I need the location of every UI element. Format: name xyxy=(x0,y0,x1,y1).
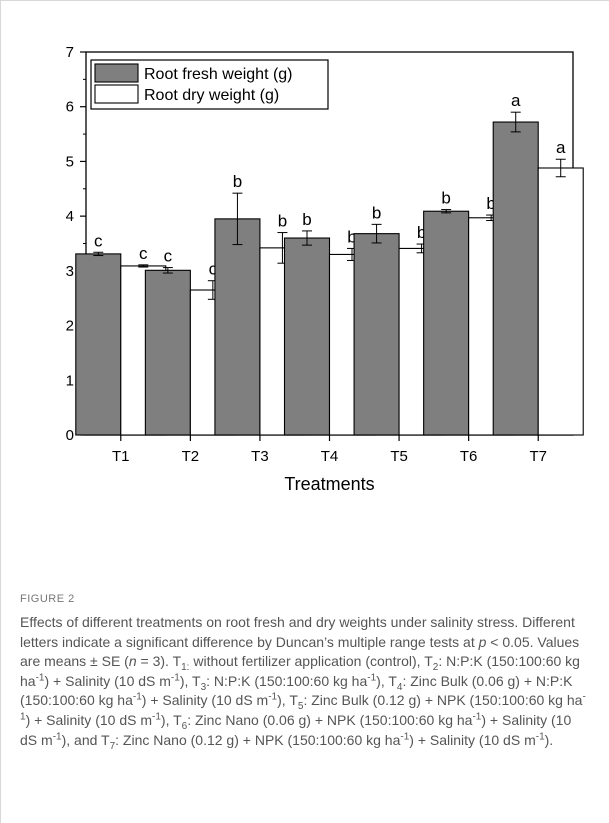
bar xyxy=(283,237,331,436)
caption-segment: -1 xyxy=(152,711,161,723)
y-tick-label: 4 xyxy=(66,208,74,225)
y-tick-label: 5 xyxy=(66,153,74,170)
caption-segment: -1 xyxy=(367,672,377,684)
caption-segment: ) + Salinity (10 dS m xyxy=(141,692,269,709)
significance-letter: b xyxy=(486,194,495,213)
y-tick-label: 3 xyxy=(66,263,74,280)
y-tick-label: 1 xyxy=(66,372,74,389)
significance-letter: a xyxy=(556,138,566,157)
caption-segment: 7 xyxy=(109,740,116,752)
caption-segment: ). xyxy=(544,731,554,748)
bar xyxy=(537,167,584,436)
caption-segment: 6 xyxy=(181,720,188,732)
caption-segment: -1 xyxy=(400,730,410,742)
caption-segment: Effects of different treatments on root … xyxy=(20,614,575,650)
significance-letter: c xyxy=(164,247,173,266)
caption-segment: n xyxy=(128,653,137,670)
caption-segment: ) + Salinity (10 dS m xyxy=(44,672,171,689)
figure-caption-text: Effects of different treatments on root … xyxy=(20,613,590,752)
caption-segment: ), T xyxy=(277,692,298,709)
x-tick-label: T3 xyxy=(251,448,269,465)
bar xyxy=(144,269,191,436)
x-tick-label: T1 xyxy=(112,448,130,465)
significance-letter: b xyxy=(347,227,356,246)
y-tick-label: 2 xyxy=(66,318,74,335)
caption-segment: ), T xyxy=(160,711,182,728)
caption-segment: : N:P:K (150:100:60 kg ha xyxy=(20,653,580,689)
x-tick-label: T4 xyxy=(321,448,339,465)
caption-segment: ) + Salinity (10 dS m xyxy=(25,711,152,728)
legend-swatch xyxy=(94,84,139,104)
significance-letter: b xyxy=(372,203,381,222)
caption-segment: < 0.05. Values are means ± SE ( xyxy=(20,633,580,670)
caption-segment: ), and T xyxy=(61,731,110,748)
significance-letter: c xyxy=(139,244,148,263)
y-tick-label: 6 xyxy=(66,99,74,116)
caption-segment: : Zinc Nano (0.06 g) + NPK (150:100:60 k… xyxy=(187,711,473,728)
significance-letter: c xyxy=(94,231,103,250)
caption-segment: without fertilizer application (control)… xyxy=(189,653,433,670)
figure-label: FIGURE 2 xyxy=(20,593,75,605)
frame-left-border xyxy=(0,0,1,823)
caption-segment: ), T xyxy=(376,672,397,689)
bar xyxy=(75,253,122,436)
significance-letter: b xyxy=(278,212,287,231)
bar xyxy=(423,210,470,436)
x-tick-label: T5 xyxy=(390,448,408,465)
significance-letter: b xyxy=(441,189,450,208)
bar xyxy=(492,121,539,436)
caption-segment: -1 xyxy=(268,691,278,703)
caption-segment: 3 xyxy=(200,681,207,693)
caption-segment: -1 xyxy=(52,730,62,742)
caption-segment: = 3). T xyxy=(136,653,182,670)
caption-segment: -1 xyxy=(535,730,545,742)
caption-segment: -1 xyxy=(35,672,45,684)
caption-segment: : N:P:K (150:100:60 kg ha xyxy=(206,672,368,689)
legend-label: Root fresh weight (g) xyxy=(144,66,293,83)
x-tick-label: T2 xyxy=(182,448,200,465)
caption-segment: : Zinc Bulk (0.06 g) + N:P:K (150:100:60… xyxy=(20,672,573,709)
caption-segment: : Zinc Bulk (0.12 g) + NPK (150:100:60 k… xyxy=(303,692,583,709)
caption-segment: ) + Salinity (10 dS m xyxy=(409,731,536,748)
x-tick-label: T6 xyxy=(460,448,478,465)
caption-segment: p xyxy=(478,633,487,650)
significance-letter: b xyxy=(417,223,426,242)
caption-segment: 5 xyxy=(297,701,304,713)
caption-segment: 4 xyxy=(396,681,403,693)
significance-letter: b xyxy=(302,210,311,229)
caption-segment: -1 xyxy=(170,672,180,684)
x-axis-title: Treatments xyxy=(284,474,374,494)
caption-segment: -1 xyxy=(20,691,586,723)
caption-segment: ) + Salinity (10 dS m xyxy=(20,711,572,748)
caption-segment: ), T xyxy=(179,672,201,689)
y-tick-label: 7 xyxy=(66,44,74,61)
y-tick-label: 0 xyxy=(66,427,74,444)
x-tick-label: T7 xyxy=(529,448,547,465)
significance-letter: b xyxy=(233,172,242,191)
legend-swatch xyxy=(94,63,139,83)
caption-segment: -1 xyxy=(472,711,482,723)
caption-segment: 1: xyxy=(181,661,190,673)
bar xyxy=(353,233,400,436)
caption-segment: -1 xyxy=(132,691,142,703)
frame-top-border xyxy=(0,0,609,1)
legend-label: Root dry weight (g) xyxy=(144,87,279,104)
significance-letter: c xyxy=(209,260,218,279)
caption-segment: 2 xyxy=(432,661,439,673)
bar xyxy=(214,218,261,436)
figure-caption: FIGURE 2 Effects of different treatments… xyxy=(20,593,590,752)
significance-letter: a xyxy=(511,91,521,110)
caption-segment: : Zinc Nano (0.12 g) + NPK (150:100:60 k… xyxy=(115,731,401,748)
